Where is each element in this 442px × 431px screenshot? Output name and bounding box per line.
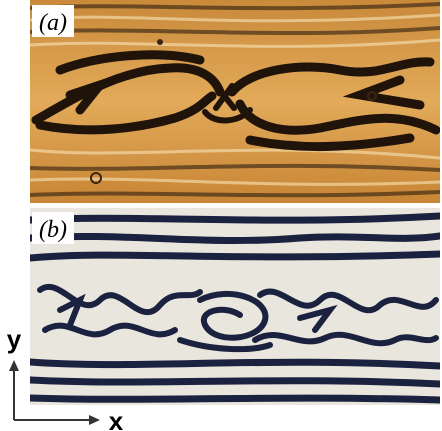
panel-a-image	[30, 0, 440, 203]
figure: (a) (b) y x	[0, 0, 442, 431]
panel-b-image	[30, 208, 440, 405]
panel-label: (a)	[39, 10, 67, 36]
x-axis-label: x	[109, 406, 124, 431]
y-axis-label: y	[7, 324, 22, 354]
panel-label: (b)	[39, 217, 67, 243]
